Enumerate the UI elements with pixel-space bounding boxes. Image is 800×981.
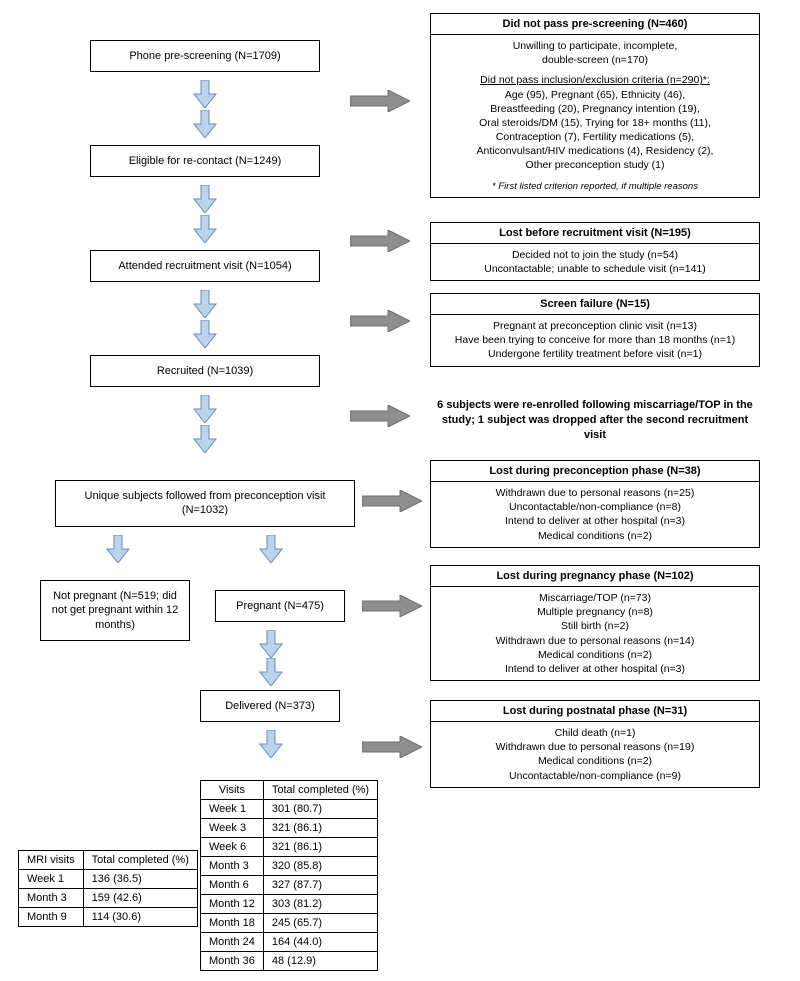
- arrow-down-icon: [192, 80, 218, 108]
- arrow-down-icon: [105, 535, 131, 563]
- table-row: Month 3159 (42.6): [19, 889, 198, 908]
- mri-table: MRI visitsTotal completed (%)Week 1136 (…: [18, 850, 198, 927]
- table-cell: 48 (12.9): [263, 952, 377, 971]
- box-pregnant: Pregnant (N=475): [215, 590, 345, 622]
- arrow-down-icon: [192, 185, 218, 213]
- table-row: Week 1136 (36.5): [19, 870, 198, 889]
- sidebox-head: Lost during postnatal phase (N=31): [431, 701, 759, 722]
- table-cell: 164 (44.0): [263, 933, 377, 952]
- arrow-right-icon: [350, 310, 410, 332]
- box-not-pregnant: Not pregnant (N=519; did not get pregnan…: [40, 580, 190, 641]
- sidebox-reenrolled-note: 6 subjects were re-enrolled following mi…: [430, 398, 760, 443]
- table-cell: Month 9: [19, 908, 84, 927]
- arrow-right-icon: [350, 405, 410, 427]
- table-header: Visits: [201, 781, 264, 800]
- table-row: Month 9114 (30.6): [19, 908, 198, 927]
- sidebox-lost-preconception: Lost during preconception phase (N=38) W…: [430, 460, 760, 548]
- arrow-down-icon: [258, 535, 284, 563]
- sidebox-head: Lost during pregnancy phase (N=102): [431, 566, 759, 587]
- table-cell: Week 1: [201, 800, 264, 819]
- table-cell: 136 (36.5): [83, 870, 197, 889]
- table-row: Month 3648 (12.9): [201, 952, 378, 971]
- table-row: Month 18245 (65.7): [201, 914, 378, 933]
- table-cell: Week 3: [201, 819, 264, 838]
- sidebox-body: Unwilling to participate, incomplete,dou…: [431, 35, 759, 197]
- sidebox-body: Child death (n=1)Withdrawn due to person…: [431, 722, 759, 787]
- sidebox-prescreen-fail: Did not pass pre-screening (N=460) Unwil…: [430, 13, 760, 198]
- arrow-down-icon: [192, 110, 218, 138]
- sidebox-body: Decided not to join the study (n=54)Unco…: [431, 244, 759, 280]
- arrow-right-icon: [362, 595, 422, 617]
- table-cell: 321 (86.1): [263, 838, 377, 857]
- arrow-down-icon: [258, 630, 284, 658]
- sidebox-lost-postnatal: Lost during postnatal phase (N=31) Child…: [430, 700, 760, 788]
- sidebox-head: Lost before recruitment visit (N=195): [431, 223, 759, 244]
- table-cell: Week 6: [201, 838, 264, 857]
- arrow-down-icon: [192, 425, 218, 453]
- table-cell: Month 6: [201, 876, 264, 895]
- arrow-down-icon: [258, 658, 284, 686]
- box-unique-subjects: Unique subjects followed from preconcept…: [55, 480, 355, 527]
- arrow-down-icon: [258, 730, 284, 758]
- arrow-right-icon: [350, 90, 410, 112]
- table-header: Total completed (%): [263, 781, 377, 800]
- sidebox-body: Pregnant at preconception clinic visit (…: [431, 315, 759, 366]
- arrow-down-icon: [192, 395, 218, 423]
- box-delivered: Delivered (N=373): [200, 690, 340, 722]
- arrow-down-icon: [192, 215, 218, 243]
- box-eligible: Eligible for re-contact (N=1249): [90, 145, 320, 177]
- sidebox-lost-before-recruitment: Lost before recruitment visit (N=195) De…: [430, 222, 760, 281]
- table-cell: Month 12: [201, 895, 264, 914]
- box-phone-prescreening: Phone pre-screening (N=1709): [90, 40, 320, 72]
- sidebox-head: Screen failure (N=15): [431, 294, 759, 315]
- table-row: Week 1301 (80.7): [201, 800, 378, 819]
- sidebox-body: Miscarriage/TOP (n=73)Multiple pregnancy…: [431, 587, 759, 680]
- table-cell: 301 (80.7): [263, 800, 377, 819]
- sidebox-head: Did not pass pre-screening (N=460): [431, 14, 759, 35]
- sidebox-screen-failure: Screen failure (N=15) Pregnant at precon…: [430, 293, 760, 367]
- table-header: Total completed (%): [83, 851, 197, 870]
- table-row: Week 3321 (86.1): [201, 819, 378, 838]
- table-cell: Month 3: [201, 857, 264, 876]
- flowchart-canvas: Phone pre-screening (N=1709) Eligible fo…: [0, 0, 800, 981]
- table-cell: 327 (87.7): [263, 876, 377, 895]
- table-header: MRI visits: [19, 851, 84, 870]
- table-cell: Month 3: [19, 889, 84, 908]
- table-cell: 320 (85.8): [263, 857, 377, 876]
- table-row: Week 6321 (86.1): [201, 838, 378, 857]
- table-row: Month 12303 (81.2): [201, 895, 378, 914]
- visits-table: VisitsTotal completed (%)Week 1301 (80.7…: [200, 780, 378, 971]
- arrow-right-icon: [362, 490, 422, 512]
- table-cell: Month 36: [201, 952, 264, 971]
- table-cell: Month 18: [201, 914, 264, 933]
- arrow-down-icon: [192, 290, 218, 318]
- sidebox-head: Lost during preconception phase (N=38): [431, 461, 759, 482]
- table-row: Month 6327 (87.7): [201, 876, 378, 895]
- arrow-right-icon: [362, 736, 422, 758]
- table-cell: 303 (81.2): [263, 895, 377, 914]
- arrow-right-icon: [350, 230, 410, 252]
- table-cell: 245 (65.7): [263, 914, 377, 933]
- table-cell: 159 (42.6): [83, 889, 197, 908]
- table-cell: 321 (86.1): [263, 819, 377, 838]
- box-recruited: Recruited (N=1039): [90, 355, 320, 387]
- arrow-down-icon: [192, 320, 218, 348]
- box-attended: Attended recruitment visit (N=1054): [90, 250, 320, 282]
- sidebox-body: Withdrawn due to personal reasons (n=25)…: [431, 482, 759, 547]
- table-cell: Week 1: [19, 870, 84, 889]
- table-cell: 114 (30.6): [83, 908, 197, 927]
- table-cell: Month 24: [201, 933, 264, 952]
- table-row: Month 3320 (85.8): [201, 857, 378, 876]
- table-row: Month 24164 (44.0): [201, 933, 378, 952]
- sidebox-lost-pregnancy: Lost during pregnancy phase (N=102) Misc…: [430, 565, 760, 681]
